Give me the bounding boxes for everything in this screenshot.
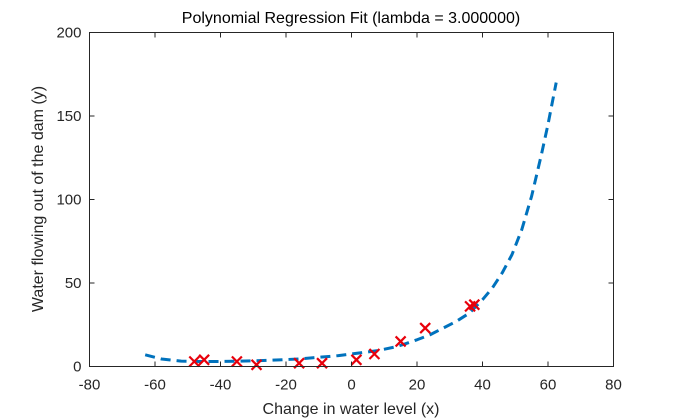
data-point <box>419 322 431 334</box>
data-point <box>468 298 481 311</box>
fit-curve <box>144 82 558 363</box>
x-tick-label: -80 <box>79 377 101 394</box>
x-tick-label: -60 <box>144 377 166 394</box>
x-tick-label: -40 <box>210 377 232 394</box>
tick-layer: -80 -60 -40 -20 0 20 40 60 80 0 50 100 150 200 <box>56 25 621 394</box>
x-tick-label: 40 <box>474 377 491 394</box>
x-tick-label: 20 <box>409 377 426 394</box>
plot-area <box>89 32 614 367</box>
x-tick-label: 0 <box>347 377 355 394</box>
x-tick-label: 80 <box>605 377 622 394</box>
data-point <box>188 355 201 368</box>
data-point <box>350 354 363 366</box>
chart-title: Polynomial Regression Fit (lambda = 3.00… <box>182 10 520 27</box>
data-point <box>198 354 210 366</box>
y-axis-title: Water flowing out of the dam (y) <box>30 86 47 312</box>
y-tick-label: 100 <box>56 192 81 209</box>
x-tick-label: -20 <box>275 377 297 394</box>
data-point <box>394 335 407 348</box>
y-tick-label: 50 <box>65 275 82 292</box>
y-tick-label: 200 <box>56 25 81 42</box>
x-axis-title: Change in water level (x) <box>263 401 440 418</box>
data-point <box>368 348 381 360</box>
y-tick-label: 150 <box>56 108 81 125</box>
data-point <box>231 355 243 368</box>
y-tick-label: 0 <box>73 359 81 376</box>
x-tick-label: 60 <box>540 377 557 394</box>
data-point <box>250 359 263 371</box>
series-layer <box>144 82 558 371</box>
